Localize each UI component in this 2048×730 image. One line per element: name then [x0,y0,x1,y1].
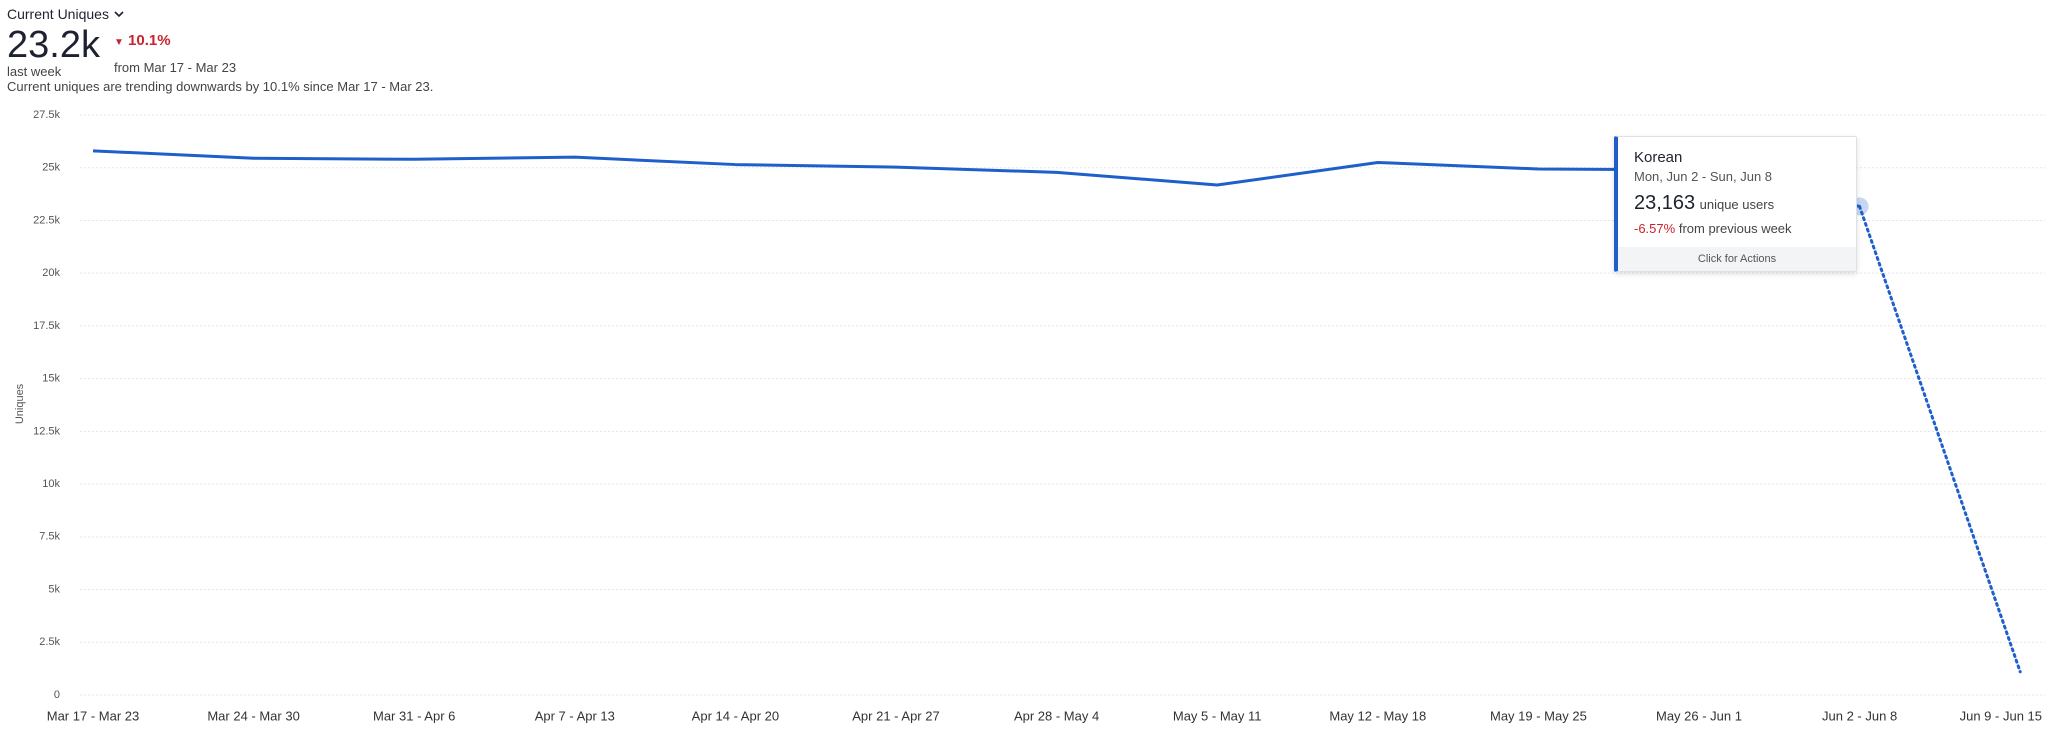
header: Current Uniques 23.2k last week ▼ 10.1% … [7,6,433,94]
tooltip-action[interactable]: Click for Actions [1618,247,1856,271]
x-tick-label: May 12 - May 18 [1329,708,1426,723]
y-tick-label: 27.5k [33,109,60,121]
metric-selector[interactable]: Current Uniques [7,6,433,22]
y-tick-label: 2.5k [39,636,60,648]
tooltip-unit: unique users [1699,197,1775,212]
x-tick-label: Mar 24 - Mar 30 [207,708,299,723]
kpi-change-value: 10.1% [128,32,171,49]
x-tick-label: May 5 - May 11 [1173,708,1262,723]
x-tick-label: Jun 9 - Jun 15 [1960,708,2042,723]
tooltip-change: -6.57% [1634,221,1676,236]
x-tick-label: May 26 - Jun 1 [1656,708,1742,723]
y-tick-label: 15k [42,373,60,385]
x-tick-label: Apr 14 - Apr 20 [692,708,779,723]
x-tick-label: Jun 2 - Jun 8 [1822,708,1897,723]
tooltip-date: Mon, Jun 2 - Sun, Jun 8 [1634,169,1773,184]
tooltip[interactable]: Korean Mon, Jun 2 - Sun, Jun 8 23,163 un… [1614,136,1857,272]
summary: Current uniques are trending downwards b… [7,79,434,94]
x-tick-label: Apr 21 - Apr 27 [852,708,939,723]
y-tick-label: 12.5k [33,425,60,437]
x-tick-label: May 19 - May 25 [1490,708,1587,723]
kpi: 23.2k last week ▼ 10.1% from Mar 17 - Ma… [7,26,433,79]
y-tick-label: 17.5k [33,320,60,332]
kpi-change: ▼ 10.1% [113,32,171,49]
tooltip-series: Korean [1634,149,1683,166]
tooltip-change-text: from previous week [1678,221,1792,236]
y-axis-label: Uniques [14,383,26,424]
y-tick-label: 20k [42,267,60,279]
y-tick-label: 5k [48,583,60,595]
y-tick-label: 0 [54,689,60,701]
tooltip-value: 23,163 [1634,192,1696,214]
line-incomplete [1858,204,2022,674]
y-tick-label: 10k [42,478,60,490]
tooltip-change-row: -6.57% from previous week [1634,221,1792,236]
x-tick-label: Apr 7 - Apr 13 [535,708,615,723]
chevron [114,11,124,18]
x-tick-label: Apr 28 - May 4 [1014,708,1099,723]
kpi-value: 23.2k [7,24,100,66]
kpi-comparison: from Mar 17 - Mar 23 [113,60,237,75]
kpi-period: last week [7,64,62,79]
y-tick-label: 25k [42,162,60,174]
line-solid [92,149,1860,208]
y-tick-label: 22.5k [33,214,60,226]
tooltip-value-row: 23,163 unique users [1634,192,1774,215]
x-tick-label: Mar 31 - Apr 6 [373,708,455,723]
y-tick-label: 7.5k [39,531,60,543]
x-tick-label: Mar 17 - Mar 23 [47,708,139,723]
metric-name: Current Uniques [7,6,109,22]
